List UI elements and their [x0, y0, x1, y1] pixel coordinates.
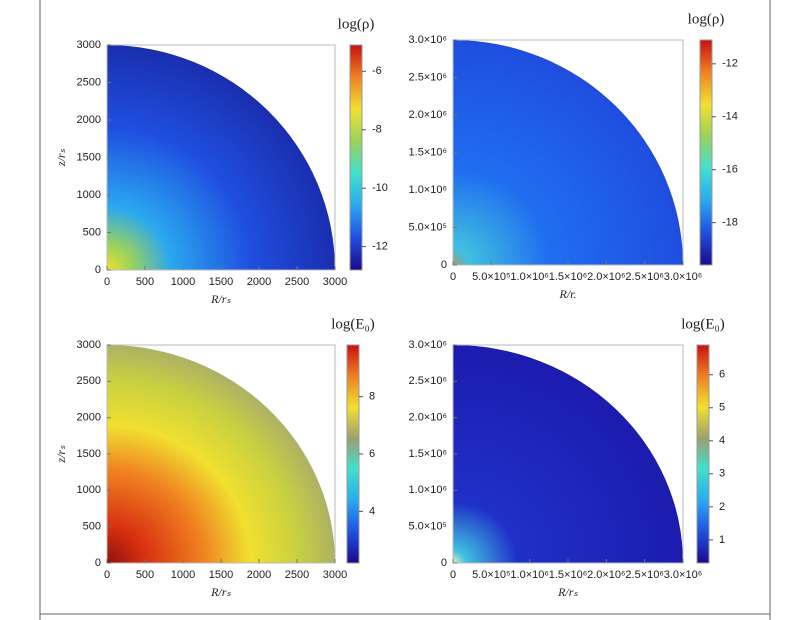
colorbar-tick-label: 4 [369, 505, 375, 517]
y-tick-label: 1500 [77, 448, 101, 460]
y-tick-label: 0 [95, 264, 101, 276]
colorbar-tick-label: -18 [722, 217, 738, 229]
y-axis-label: z/rₛ [54, 148, 68, 167]
y-tick-label: 2.5×10⁶ [409, 375, 447, 387]
x-tick-label: 3.0×10⁶ [664, 569, 702, 581]
x-tick-label: 0 [104, 276, 110, 288]
y-tick-label: 3.0×10⁶ [409, 339, 447, 351]
x-tick-label: 0 [450, 569, 456, 581]
x-tick-label: 1.0×10⁶ [510, 271, 548, 283]
colorbar-label: log(ρ) [338, 16, 375, 32]
colorbar-tick-label: -8 [372, 124, 382, 136]
x-tick-label: 2.0×10⁶ [587, 569, 625, 581]
colorbar-tick-label: 2 [719, 501, 725, 513]
colorbar-tick-label: 1 [719, 534, 725, 546]
y-tick-label: 500 [83, 521, 101, 533]
x-tick-label: 2000 [247, 276, 271, 288]
x-tick-label: 2.5×10⁶ [625, 271, 663, 283]
y-tick-label: 5.0×10⁵ [408, 521, 447, 533]
x-tick-label: 3000 [323, 276, 347, 288]
colorbar-tick-label: -14 [722, 111, 738, 123]
x-tick-label: 0 [104, 569, 110, 581]
y-axis-label: z/rₛ [54, 445, 68, 464]
field [453, 40, 683, 265]
x-tick-label: 2500 [285, 569, 309, 581]
colorbar-tick-label: 3 [719, 468, 725, 480]
x-tick-label: 1.5×10⁶ [549, 569, 587, 581]
x-tick-label: 3000 [323, 569, 347, 581]
x-tick-label: 2000 [247, 569, 271, 581]
colorbar-label: log(E₀) [331, 316, 375, 332]
field [107, 45, 335, 270]
x-tick-label: 2.0×10⁶ [587, 271, 625, 283]
x-axis-label: R/r. [558, 287, 576, 301]
colorbar [696, 344, 710, 564]
y-tick-label: 0 [95, 557, 101, 569]
colorbar-tick-label: 5 [719, 402, 725, 414]
y-tick-label: 3000 [77, 39, 101, 51]
y-tick-label: 2.0×10⁶ [409, 109, 447, 121]
x-axis-label: R/rₛ [557, 585, 578, 599]
colorbar [349, 44, 363, 271]
y-tick-label: 2000 [77, 412, 101, 424]
y-tick-label: 0 [441, 259, 447, 271]
colorbar-tick-label: 4 [719, 435, 725, 447]
colorbar-tick-label: 6 [369, 448, 375, 460]
x-tick-label: 2500 [285, 276, 309, 288]
y-tick-label: 1000 [77, 484, 101, 496]
y-tick-label: 5.0×10⁵ [408, 221, 447, 233]
y-tick-label: 1500 [77, 151, 101, 163]
x-tick-label: 5.0×10⁵ [472, 569, 511, 581]
x-tick-label: 1500 [209, 569, 233, 581]
x-tick-label: 5.0×10⁵ [472, 271, 511, 283]
colorbar-tick-label: -10 [372, 182, 388, 194]
colorbar-tick-label: 6 [719, 369, 725, 381]
colorbar-tick-label: 8 [369, 391, 375, 403]
y-tick-label: 2500 [77, 76, 101, 88]
y-tick-label: 2500 [77, 375, 101, 387]
x-tick-label: 1.0×10⁶ [510, 569, 548, 581]
x-tick-label: 1000 [171, 569, 195, 581]
y-tick-label: 3000 [77, 339, 101, 351]
y-tick-label: 0 [441, 557, 447, 569]
y-tick-label: 3.0×10⁶ [409, 34, 447, 46]
x-tick-label: 1000 [171, 276, 195, 288]
x-tick-label: 0 [450, 271, 456, 283]
y-tick-label: 2000 [77, 114, 101, 126]
colorbar-tick-label: -12 [722, 58, 738, 70]
x-tick-label: 3.0×10⁶ [664, 271, 702, 283]
x-tick-label: 500 [136, 569, 154, 581]
field [453, 345, 683, 563]
x-axis-label: R/rₛ [210, 292, 231, 306]
x-tick-label: 500 [136, 276, 154, 288]
y-tick-label: 1.5×10⁶ [409, 146, 447, 158]
x-axis-label: R/rₛ [210, 585, 231, 599]
y-tick-label: 2.5×10⁶ [409, 71, 447, 83]
y-tick-label: 1000 [77, 189, 101, 201]
y-tick-label: 1.0×10⁶ [409, 184, 447, 196]
x-tick-label: 2.5×10⁶ [625, 569, 663, 581]
x-tick-label: 1.5×10⁶ [549, 271, 587, 283]
y-tick-label: 1.0×10⁶ [409, 484, 447, 496]
x-tick-label: 1500 [209, 276, 233, 288]
colorbar-label: log(E₀) [681, 316, 725, 332]
colorbar [346, 344, 360, 564]
colorbar-tick-label: -16 [722, 164, 738, 176]
colorbar-label: log(ρ) [688, 11, 725, 27]
colorbar [699, 39, 713, 266]
y-tick-label: 1.5×10⁶ [409, 448, 447, 460]
y-tick-label: 2.0×10⁶ [409, 412, 447, 424]
y-tick-label: 500 [83, 226, 101, 238]
field [107, 345, 335, 563]
colorbar-tick-label: -6 [372, 65, 382, 77]
colorbar-tick-label: -12 [372, 241, 388, 253]
